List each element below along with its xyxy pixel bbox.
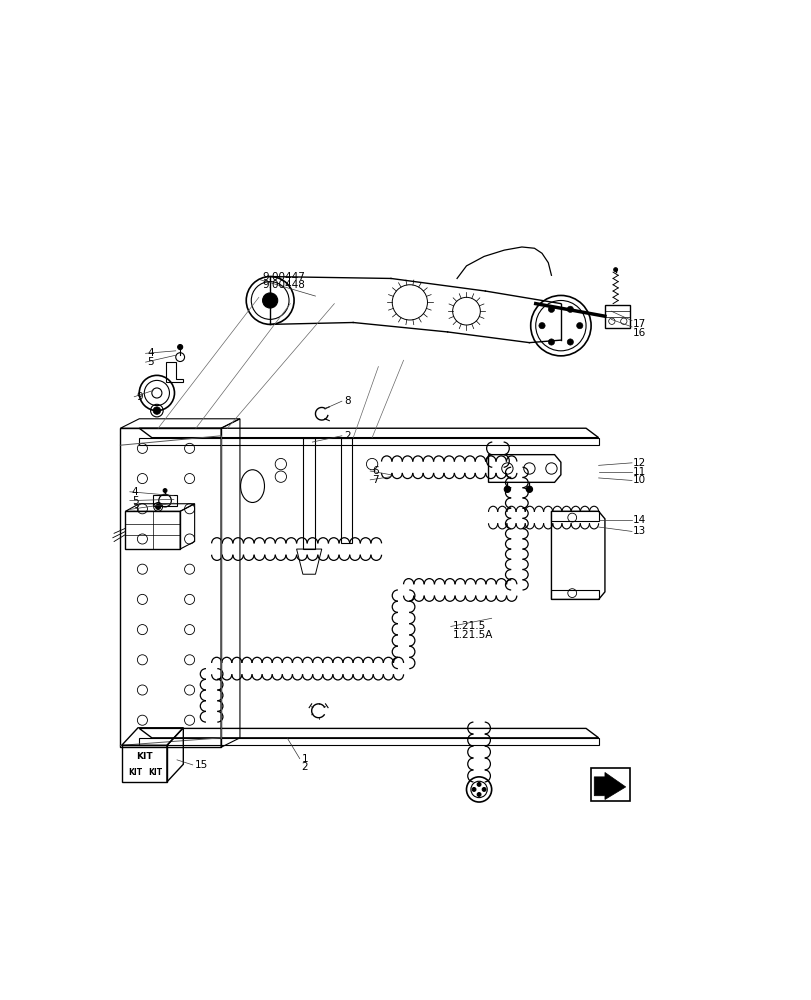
Circle shape bbox=[567, 339, 573, 345]
Circle shape bbox=[178, 345, 182, 350]
Text: 11: 11 bbox=[633, 467, 646, 477]
Text: 9: 9 bbox=[136, 392, 143, 402]
Circle shape bbox=[504, 486, 510, 492]
Text: 10: 10 bbox=[633, 475, 646, 485]
Text: 1: 1 bbox=[301, 754, 308, 764]
Text: 5: 5 bbox=[131, 496, 138, 506]
Text: 12: 12 bbox=[633, 458, 646, 468]
Polygon shape bbox=[594, 772, 625, 800]
Text: 8: 8 bbox=[343, 396, 350, 406]
Text: 13: 13 bbox=[633, 526, 646, 536]
Circle shape bbox=[153, 407, 161, 414]
Circle shape bbox=[156, 504, 161, 509]
Text: 1.21.5A: 1.21.5A bbox=[452, 630, 492, 640]
Circle shape bbox=[547, 306, 554, 312]
Circle shape bbox=[526, 486, 532, 492]
Text: KIT: KIT bbox=[135, 752, 152, 761]
Text: 16: 16 bbox=[633, 328, 646, 338]
Text: 9.00448: 9.00448 bbox=[262, 280, 304, 290]
Circle shape bbox=[547, 339, 554, 345]
Text: 3: 3 bbox=[131, 504, 138, 514]
Text: KIT: KIT bbox=[148, 768, 162, 777]
Circle shape bbox=[539, 323, 544, 329]
Text: 7: 7 bbox=[371, 475, 378, 485]
Circle shape bbox=[262, 293, 277, 308]
Text: 2: 2 bbox=[301, 762, 308, 772]
Text: 1.21.5: 1.21.5 bbox=[452, 621, 485, 631]
Text: 9.00447: 9.00447 bbox=[262, 272, 304, 282]
Text: 17: 17 bbox=[633, 319, 646, 329]
Text: KIT: KIT bbox=[128, 768, 142, 777]
Text: 4: 4 bbox=[148, 348, 154, 358]
Text: 5: 5 bbox=[148, 357, 154, 367]
Circle shape bbox=[482, 788, 486, 791]
Circle shape bbox=[576, 323, 582, 329]
Circle shape bbox=[477, 793, 480, 796]
Text: 14: 14 bbox=[633, 515, 646, 525]
Circle shape bbox=[613, 268, 616, 272]
Text: 15: 15 bbox=[195, 760, 208, 770]
Text: 6: 6 bbox=[371, 466, 378, 476]
Circle shape bbox=[567, 306, 573, 312]
Circle shape bbox=[477, 783, 480, 786]
Circle shape bbox=[163, 489, 167, 492]
Text: 2: 2 bbox=[343, 431, 350, 441]
Circle shape bbox=[471, 788, 475, 791]
Text: 4: 4 bbox=[131, 487, 138, 497]
